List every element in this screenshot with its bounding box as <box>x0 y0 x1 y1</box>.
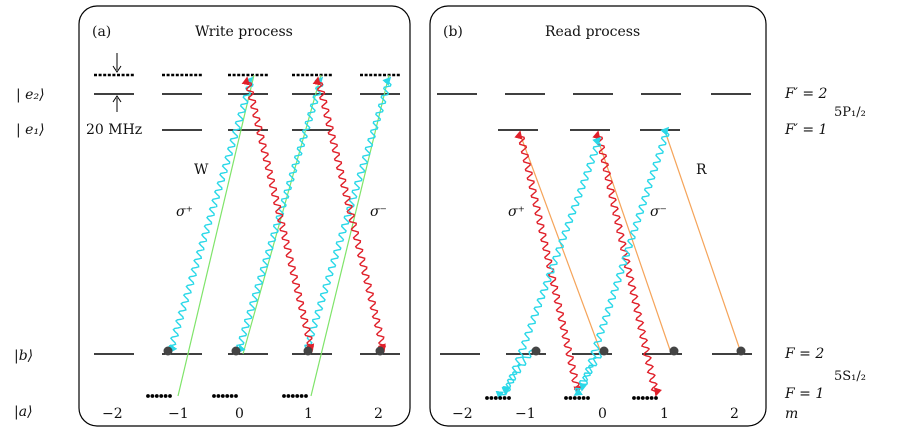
m-value: 0 <box>598 406 607 422</box>
ground-atom-dot <box>586 396 590 400</box>
fprime2-label: F′ = 2 <box>784 86 828 102</box>
panel-b-sigma-plus: σ⁺ <box>508 204 525 220</box>
ground-atom-dot <box>577 396 582 400</box>
ground-atom-dot <box>502 396 507 400</box>
ground-atom-dot <box>150 394 155 398</box>
ground-atom-dot <box>581 396 586 400</box>
panel-a-title: Write process <box>195 24 293 40</box>
panel-b-frame <box>429 5 767 427</box>
f2-label: F = 2 <box>784 346 824 362</box>
ground-atom-dot <box>229 394 234 398</box>
m-value: 2 <box>374 406 383 422</box>
ground-atom-dot <box>485 396 489 400</box>
read-photon-cyan <box>573 349 603 396</box>
panel-a-frame <box>78 5 411 427</box>
ground-atom-dot <box>564 396 568 400</box>
ground-atom-dot <box>295 394 300 398</box>
ground-atom-dot <box>286 394 291 398</box>
write-beams <box>177 74 390 397</box>
ground-atom-dot <box>645 396 650 400</box>
ground-atom-dot <box>640 396 645 400</box>
m-value: −2 <box>102 406 123 422</box>
ground-atom-dot <box>493 396 498 400</box>
ground-atom-dot <box>498 396 503 400</box>
m-value: −1 <box>515 406 536 422</box>
ground-atom-dot <box>304 394 308 398</box>
ground-atom-dot <box>234 394 238 398</box>
ground-atom-dot <box>225 394 230 398</box>
ground-atoms <box>146 394 658 400</box>
ground-atom-dot <box>507 396 511 400</box>
panel-b-tag: (b) <box>443 24 463 40</box>
atoms-b <box>163 346 746 356</box>
panel-a-tag: (a) <box>92 24 111 40</box>
ground-atom-dot <box>154 394 159 398</box>
panel-b-title: Read process <box>545 24 640 40</box>
ground-atom-dot <box>568 396 573 400</box>
write-photon-cyan <box>168 76 254 354</box>
fprime1-label: F′ = 1 <box>784 122 827 138</box>
ground-atom-dot <box>636 396 641 400</box>
write-photon-red <box>241 76 315 353</box>
ground-atom-dot <box>168 394 172 398</box>
ground-atom-dot <box>290 394 295 398</box>
ground-atom-dot <box>299 394 304 398</box>
panel-b-sigma-minus: σ⁻ <box>650 204 667 220</box>
e1-label: | e₁⟩ <box>16 122 45 138</box>
ground-atom-dot <box>220 394 225 398</box>
write-beam-label: W <box>194 162 209 178</box>
write-photon-red <box>312 76 387 353</box>
panel-a-m-values: −2 −1 0 1 2 <box>102 406 383 422</box>
ground-atom-dot <box>216 394 221 398</box>
detuning-label: 20 MHz <box>86 122 142 138</box>
m-value: 0 <box>235 406 244 422</box>
state-p-label: 5P₁/₂ <box>834 105 866 120</box>
e2-label: | e₂⟩ <box>16 87 45 103</box>
a-label: |a⟩ <box>14 404 33 420</box>
ground-atom-dot <box>654 396 658 400</box>
ground-atom-dot <box>159 394 164 398</box>
f1-label: F = 1 <box>784 386 824 402</box>
panel-a-sigma-plus: σ⁺ <box>176 204 193 220</box>
m-value: −2 <box>452 406 473 422</box>
read-photon-cyan <box>501 136 602 396</box>
ground-atom-dot <box>489 396 494 400</box>
b-label: |b⟩ <box>14 348 33 364</box>
panel-a-sigma-minus: σ⁻ <box>370 204 387 220</box>
ground-atom-dot <box>649 396 654 400</box>
state-s-label: 5S₁/₂ <box>834 369 866 384</box>
read-photon-cyan <box>579 126 670 392</box>
m-axis-label: m <box>785 406 798 422</box>
read-beams <box>519 133 741 351</box>
ground-atom-dot <box>632 396 636 400</box>
ground-atom-dot <box>163 394 168 398</box>
wavy-photons <box>168 76 670 400</box>
read-beam-label: R <box>696 162 707 178</box>
m-value: 1 <box>304 406 313 422</box>
write-photon-cyan <box>236 76 324 354</box>
ground-atom-dot <box>212 394 216 398</box>
ground-atom-dot <box>282 394 286 398</box>
panel-b-m-values: −2 −1 0 1 2 <box>452 406 739 422</box>
m-value: 2 <box>730 406 739 422</box>
ground-atom-dot <box>572 396 577 400</box>
panel-b-levels <box>437 93 752 355</box>
m-value: −1 <box>168 406 189 422</box>
m-value: 1 <box>660 406 669 422</box>
ground-atom-dot <box>146 394 150 398</box>
